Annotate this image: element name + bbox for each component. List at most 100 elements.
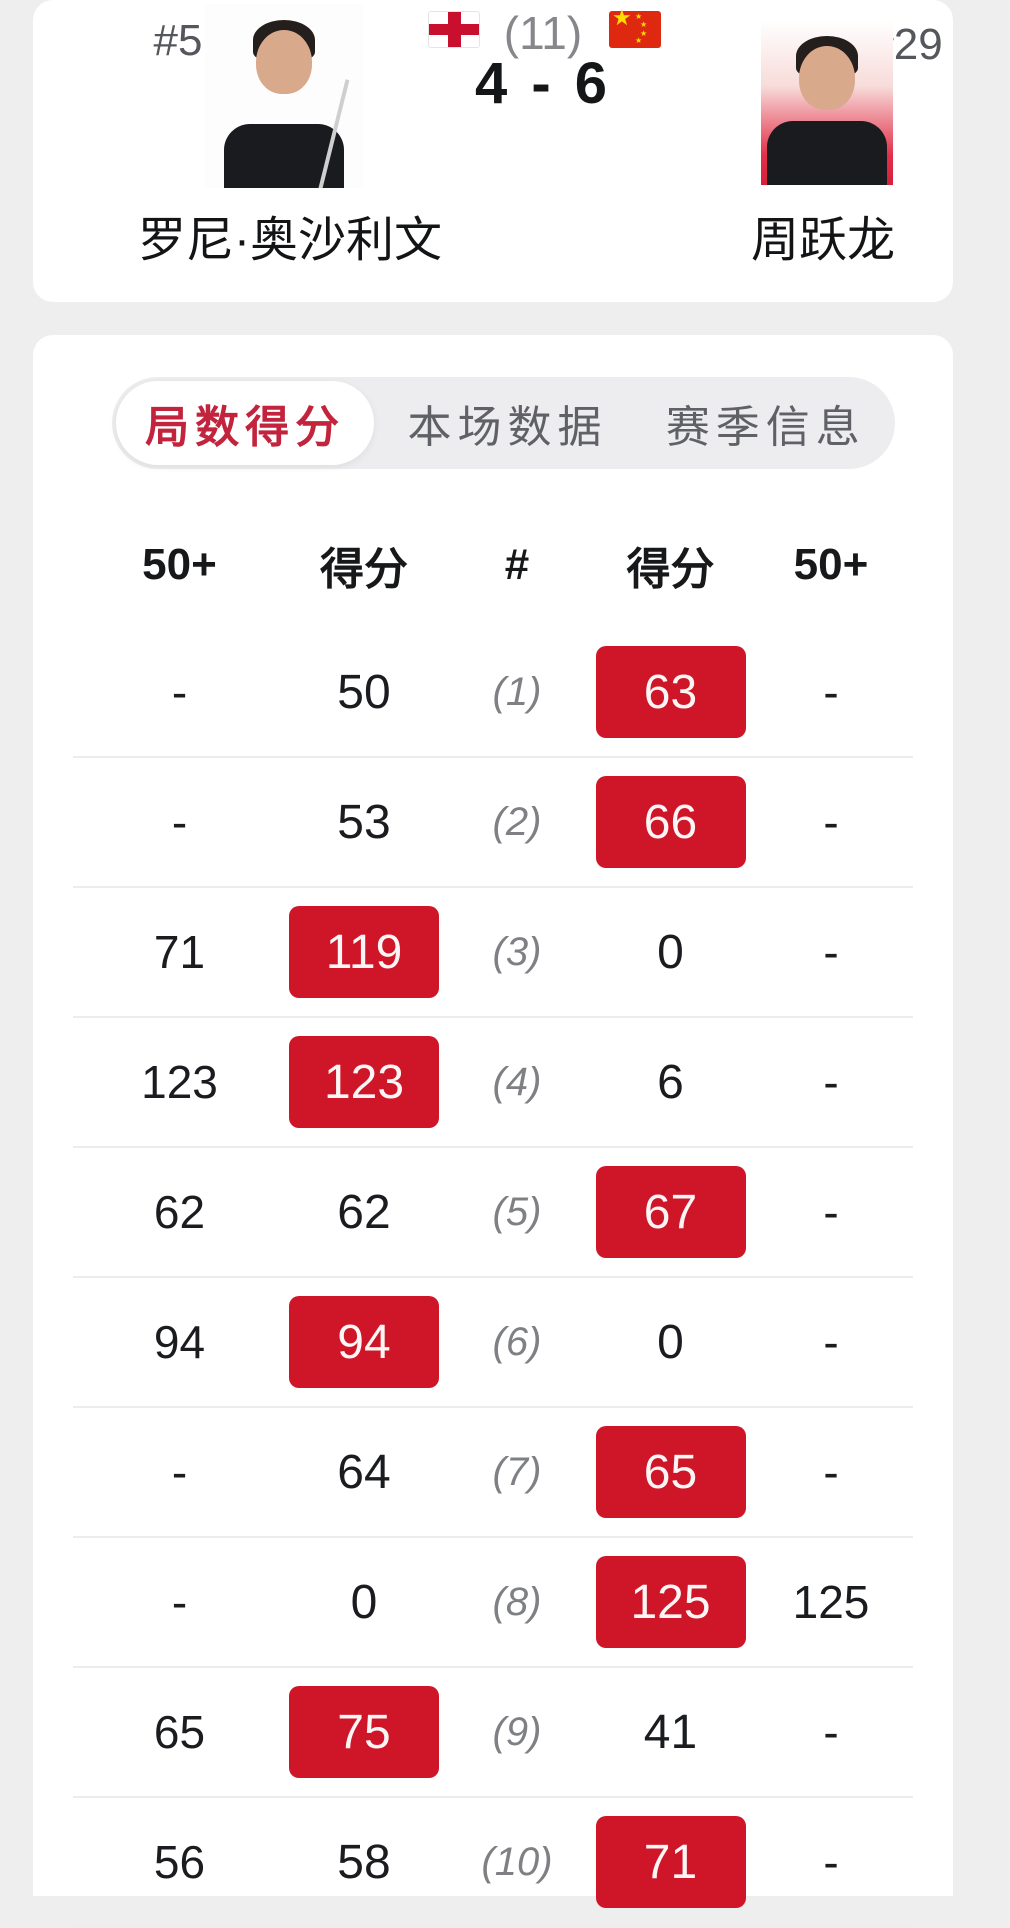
avatar-torso <box>767 121 887 185</box>
right-score-cell: 66 <box>592 776 749 868</box>
right-score-cell: 63 <box>592 646 749 738</box>
col-header-right-score: 得分 <box>626 545 715 594</box>
left-score-cell: 119 <box>286 906 442 998</box>
left-score-cell: 50 <box>286 646 442 738</box>
right-50plus-cell: - <box>823 926 839 978</box>
col-header-left-50plus: 50+ <box>142 540 217 589</box>
tab-frame-scores[interactable]: 局数得分 <box>116 381 375 465</box>
table-row: 65 75 (9) 41 - <box>73 1668 913 1798</box>
best-of-frames: (11) <box>503 7 583 59</box>
table-row: - 50 (1) 63 - <box>73 628 913 758</box>
left-score-cell: 53 <box>286 776 442 868</box>
right-50plus-cell: - <box>823 1836 839 1888</box>
left-player-rank: #5 <box>153 16 203 65</box>
frame-number-cell: (6) <box>492 1319 542 1364</box>
table-row: - 53 (2) 66 - <box>73 758 913 888</box>
china-flag-star: ★ <box>635 12 643 21</box>
left-score-value: 94 <box>289 1296 439 1388</box>
china-flag-star: ★ <box>612 5 632 30</box>
right-score-value: 67 <box>595 1166 746 1258</box>
frame-number-cell: (9) <box>492 1709 542 1754</box>
right-score-cell: 65 <box>592 1426 749 1518</box>
tab-match-stats[interactable]: 本场数据 <box>407 403 608 452</box>
avatar-head <box>256 30 312 94</box>
left-score-value: 58 <box>337 1835 391 1889</box>
left-score-cell: 75 <box>286 1686 442 1778</box>
right-50plus-cell: - <box>823 1056 839 1108</box>
left-player-name: 罗尼·奥沙利文 <box>138 214 442 267</box>
right-50plus-cell: - <box>823 796 839 848</box>
england-flag-icon <box>428 11 480 48</box>
right-score-cell: 0 <box>592 906 749 998</box>
right-50plus-cell: - <box>823 1446 839 1498</box>
frame-score-table: 50+ 得分 # 得分 50+ - 50 (1) 63 - - 53 (2) 6… <box>73 530 913 1928</box>
left-50plus-cell: - <box>171 796 188 848</box>
left-score-value: 123 <box>289 1036 439 1128</box>
match-header-card: #5 #29 (11) ★ ★ ★ ★ ★ 4 - 6 罗尼·奥沙利文 周跃龙 <box>33 0 953 302</box>
frame-number-cell: (1) <box>492 669 542 714</box>
left-score-cell: 62 <box>286 1166 442 1258</box>
table-row: 123 123 (4) 6 - <box>73 1018 913 1148</box>
tab-season-info[interactable]: 赛季信息 <box>665 403 866 452</box>
table-row: - 0 (8) 125 125 <box>73 1538 913 1668</box>
left-score-value: 0 <box>350 1575 378 1629</box>
frame-number-cell: (2) <box>492 799 542 844</box>
left-score-value: 53 <box>337 795 391 849</box>
left-score-value: 62 <box>337 1185 391 1239</box>
right-score-value: 0 <box>657 925 684 979</box>
right-score-cell: 0 <box>592 1296 749 1388</box>
table-body: - 50 (1) 63 - - 53 (2) 66 - 71 119 (3) 0… <box>73 628 913 1928</box>
right-score-value: 41 <box>643 1705 698 1759</box>
right-50plus-cell: 125 <box>792 1576 870 1628</box>
right-50plus-cell: - <box>823 1186 839 1238</box>
right-score-cell: 67 <box>592 1166 749 1258</box>
left-score-cell: 64 <box>286 1426 442 1518</box>
right-score-value: 0 <box>657 1315 684 1369</box>
frame-number-cell: (3) <box>492 929 542 974</box>
china-flag-star: ★ <box>635 36 643 45</box>
left-50plus-cell: 71 <box>153 926 206 978</box>
right-score-cell: 41 <box>592 1686 749 1778</box>
col-header-frame-number: # <box>504 540 530 589</box>
frame-scores-card: 局数得分 本场数据 赛季信息 50+ 得分 # 得分 50+ - 50 (1) … <box>33 335 953 1928</box>
avatar-head <box>799 46 855 110</box>
right-50plus-cell: - <box>823 1706 839 1758</box>
left-score-cell: 58 <box>286 1816 442 1908</box>
right-50plus-cell: - <box>823 666 839 718</box>
right-50plus-cell: - <box>823 1316 839 1368</box>
frame-number-cell: (10) <box>481 1839 553 1884</box>
left-score-value: 64 <box>337 1445 391 1499</box>
right-player-name: 周跃龙 <box>750 214 895 267</box>
left-score-value: 75 <box>289 1686 439 1778</box>
right-score-value: 66 <box>595 776 746 868</box>
right-score-cell: 71 <box>592 1816 749 1908</box>
left-50plus-cell: 65 <box>153 1706 206 1758</box>
right-score-cell: 125 <box>592 1556 749 1648</box>
right-score-value: 71 <box>595 1816 746 1908</box>
right-score-value: 65 <box>595 1426 746 1518</box>
left-score-cell: 0 <box>286 1556 442 1648</box>
tab-bar: 局数得分 本场数据 赛季信息 <box>112 377 895 469</box>
china-flag-icon: ★ ★ ★ ★ ★ <box>609 7 661 48</box>
table-header-row: 50+ 得分 # 得分 50+ <box>73 530 913 600</box>
left-50plus-cell: - <box>171 1576 188 1628</box>
left-50plus-cell: 123 <box>141 1056 218 1108</box>
right-score-cell: 6 <box>592 1036 749 1128</box>
frame-number-cell: (5) <box>492 1189 542 1234</box>
left-50plus-cell: - <box>171 1446 188 1498</box>
frame-number-cell: (4) <box>492 1059 542 1104</box>
left-score-value: 119 <box>289 906 439 998</box>
left-player-photo <box>205 4 363 188</box>
frame-number-cell: (7) <box>492 1449 542 1494</box>
table-row: 71 119 (3) 0 - <box>73 888 913 1018</box>
left-50plus-cell: 62 <box>153 1186 206 1238</box>
table-row: - 64 (7) 65 - <box>73 1408 913 1538</box>
right-score-value: 63 <box>595 646 746 738</box>
right-score-value: 6 <box>657 1055 684 1109</box>
frame-number-cell: (8) <box>492 1579 542 1624</box>
table-row: 56 58 (10) 71 - <box>73 1798 913 1928</box>
right-score-value: 125 <box>595 1556 746 1648</box>
left-score-value: 50 <box>337 665 391 719</box>
china-flag-star: ★ <box>640 20 648 29</box>
left-score-cell: 123 <box>286 1036 442 1128</box>
